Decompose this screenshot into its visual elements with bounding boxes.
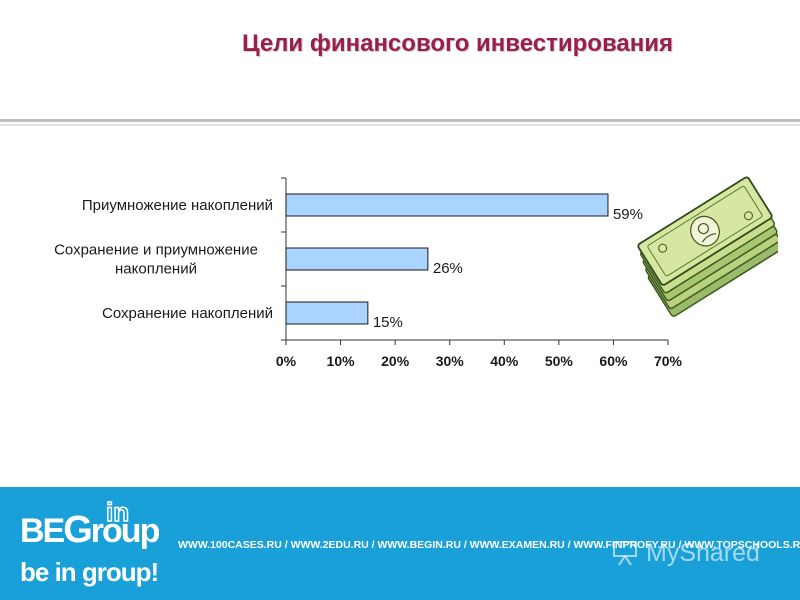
x-tick-label: 10% [327,353,356,369]
title-divider-light [0,124,800,126]
bar-chart: 0% 10% 20% 30% 40% 50% 60% 70% 59% Приумножение н… [54,177,683,369]
x-tick-label: 50% [545,353,574,369]
bar-value-label: 26% [433,260,463,277]
category-label: Сохранение и приумножение [54,242,258,259]
x-tick-label: 30% [436,353,465,369]
x-tick-label: 20% [381,353,410,369]
logo-slogan: be in group! [20,557,159,587]
bar [285,247,429,271]
begin-group-logo: BEGroup [20,509,160,551]
footer-links: WWW.100CASES.RU / WWW.2EDU.RU / WWW.BEGI… [178,539,800,551]
category-label: накоплений [115,261,197,278]
bar [285,193,609,217]
x-tick-label: 70% [654,353,683,369]
x-tick-label: 40% [490,353,519,369]
x-tick-label: 0% [276,353,297,369]
title-divider [0,119,800,122]
category-label: Сохранение накоплений [102,305,273,322]
myshared-watermark: MyShared [646,539,760,567]
x-tick-label: 60% [599,353,628,369]
bar-value-label: 59% [613,206,643,223]
bar-value-label: 15% [373,314,403,331]
presentation-icon [613,541,637,566]
logo-in-mark: in [105,496,130,528]
bar [285,301,369,325]
money-stack-icon [637,176,778,317]
category-label: Приумножение накоплений [82,197,273,214]
slide-title: Цели финансового инвестирования [242,30,673,57]
footer-bar: BEGroup in be in group! WWW.100CASES.RU … [0,487,800,600]
